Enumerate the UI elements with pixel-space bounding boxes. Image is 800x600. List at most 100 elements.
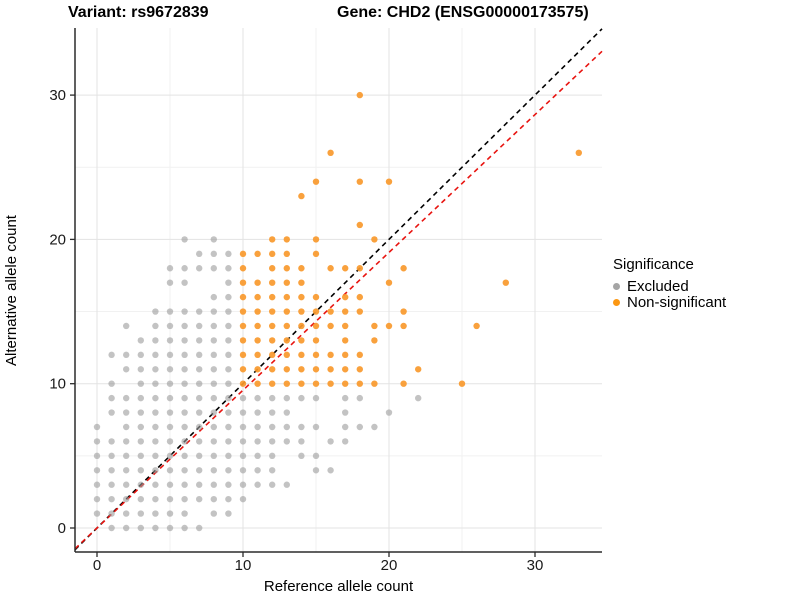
non-significant-point [239,351,247,359]
excluded-point [108,495,115,503]
excluded-point [385,409,393,416]
excluded-point [283,394,290,402]
excluded-point [152,510,159,517]
non-significant-point [239,293,247,301]
legend-item-excluded: Excluded [613,279,726,294]
y-tick-label: 10 [49,376,66,393]
excluded-point [269,409,276,416]
excluded-point [123,510,130,517]
legend-item-label: Non-significant [627,294,727,311]
excluded-point [152,467,159,474]
excluded-point [93,467,101,474]
non-significant-point [342,308,349,315]
excluded-point [254,481,261,488]
excluded-point [254,394,261,402]
excluded-point [166,467,174,474]
excluded-point [225,250,232,258]
excluded-point [210,467,217,474]
non-significant-point [385,178,393,185]
excluded-point [123,467,130,474]
excluded-point [181,467,188,474]
non-significant-point [400,380,407,387]
excluded-point [210,236,217,243]
excluded-point [196,337,203,344]
non-significant-point [342,265,349,272]
non-significant-point [327,366,334,373]
excluded-point [225,438,232,445]
excluded-point [93,495,101,503]
non-significant-point [400,308,407,315]
excluded-point [342,409,349,416]
excluded-point [225,452,232,460]
non-significant-point [239,279,247,286]
excluded-point [210,308,217,315]
non-significant-point [342,322,349,330]
excluded-point [225,366,232,373]
excluded-point [269,394,276,402]
excluded-point [239,409,247,416]
non-significant-point [356,308,363,315]
excluded-point [196,380,203,387]
excluded-point [225,394,232,402]
non-significant-point [254,293,261,301]
non-significant-point [312,366,320,373]
excluded-point [166,380,174,387]
non-significant-point [371,322,378,330]
excluded-point [181,366,188,373]
non-significant-point [269,337,276,344]
excluded-point [210,351,217,359]
excluded-point [210,337,217,344]
excluded-point [166,423,174,431]
excluded-point [152,366,159,373]
non-significant-point [298,366,305,373]
excluded-point [152,394,159,402]
non-significant-point [312,236,320,243]
y-tick-label: 20 [49,231,66,248]
excluded-point [181,308,188,315]
excluded-point [181,510,188,517]
excluded-point [342,394,349,402]
excluded-point [225,279,232,286]
excluded-point [196,524,203,532]
excluded-point [152,524,159,532]
non-significant-point [356,351,363,359]
non-significant-point [342,293,349,301]
legend-item-non-significant: Non-significant [613,295,726,310]
excluded-point [210,293,217,301]
excluded-point [137,524,144,532]
excluded-point [269,423,276,431]
excluded-point [210,510,217,517]
excluded-point [181,481,188,488]
non-significant-point [473,322,480,330]
excluded-point [166,337,174,344]
legend-title: Significance [613,256,694,273]
y-axis-label-container: Alternative allele count [0,28,22,552]
non-significant-point [254,337,261,344]
excluded-point [181,265,188,272]
non-significant-point [269,322,276,330]
excluded-point [196,481,203,488]
excluded-point [123,409,130,416]
non-significant-dot-icon [613,299,620,306]
excluded-point [269,438,276,445]
excluded-point [166,279,174,286]
non-significant-point [269,351,276,359]
non-significant-point [356,221,363,229]
excluded-point [181,423,188,431]
excluded-point [93,452,101,460]
excluded-point [312,467,320,474]
x-tick-label: 10 [235,557,252,574]
excluded-point [123,351,130,359]
excluded-point [166,495,174,503]
excluded-point [108,438,115,445]
non-significant-point [342,366,349,373]
excluded-point [137,438,144,445]
non-significant-point [269,250,276,258]
excluded-point [137,394,144,402]
non-significant-point [283,322,290,330]
excluded-point [137,495,144,503]
excluded-point [298,452,305,460]
excluded-point [93,481,101,488]
non-significant-point [371,236,378,243]
